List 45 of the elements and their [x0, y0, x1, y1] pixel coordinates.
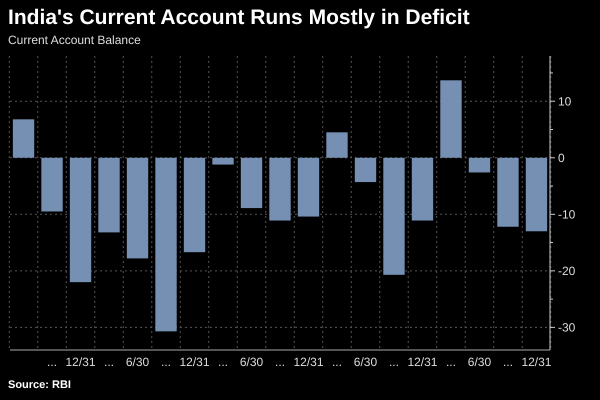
y-tick-label: -20 — [558, 264, 576, 278]
x-tick-label: 12/31 — [66, 355, 96, 369]
bar — [240, 158, 262, 208]
bar — [184, 158, 206, 252]
bar — [526, 158, 548, 232]
bar — [155, 158, 177, 332]
x-tick-label: ... — [274, 355, 286, 369]
bar — [440, 80, 462, 158]
x-tick-label: 6/30 — [126, 355, 150, 369]
chart-title: India's Current Account Runs Mostly in Deficit — [8, 6, 470, 29]
bar — [412, 158, 434, 221]
x-tick-label: ... — [218, 355, 228, 369]
y-tick-label: 10 — [558, 94, 572, 108]
x-tick-label: ... — [161, 355, 172, 369]
x-tick-label: 12/31 — [407, 355, 438, 369]
bar — [468, 158, 490, 172]
x-tick-label: ... — [388, 355, 399, 369]
y-tick-label: 0 — [558, 150, 565, 165]
x-tick-label: ... — [502, 355, 513, 369]
x-tick-label: 6/30 — [354, 355, 378, 369]
x-tick-label: 12/31 — [521, 355, 552, 369]
bar — [383, 158, 405, 275]
x-tick-label: 6/30 — [240, 355, 264, 369]
y-tick-label: -10 — [558, 208, 576, 222]
bar — [41, 158, 63, 212]
x-tick-label: ... — [332, 355, 342, 369]
bar — [12, 119, 34, 158]
x-tick-label: ... — [104, 355, 114, 369]
x-tick-label: 12/31 — [293, 355, 324, 369]
source-note: Source: RBI — [8, 379, 71, 391]
bar — [354, 158, 376, 182]
bar — [497, 158, 519, 227]
x-tick-label: 12/31 — [179, 355, 210, 369]
bar — [70, 158, 92, 282]
bar — [98, 158, 120, 232]
x-tick-label: ... — [446, 355, 456, 369]
bar — [269, 158, 291, 221]
bar — [126, 158, 148, 258]
x-tick-label: 6/30 — [468, 355, 492, 369]
bar — [298, 158, 320, 217]
chart-subtitle: Current Account Balance — [8, 33, 142, 47]
x-tick-label: ... — [47, 355, 58, 369]
y-tick-label: -30 — [558, 320, 576, 335]
bar — [212, 158, 234, 165]
bar — [326, 132, 348, 158]
